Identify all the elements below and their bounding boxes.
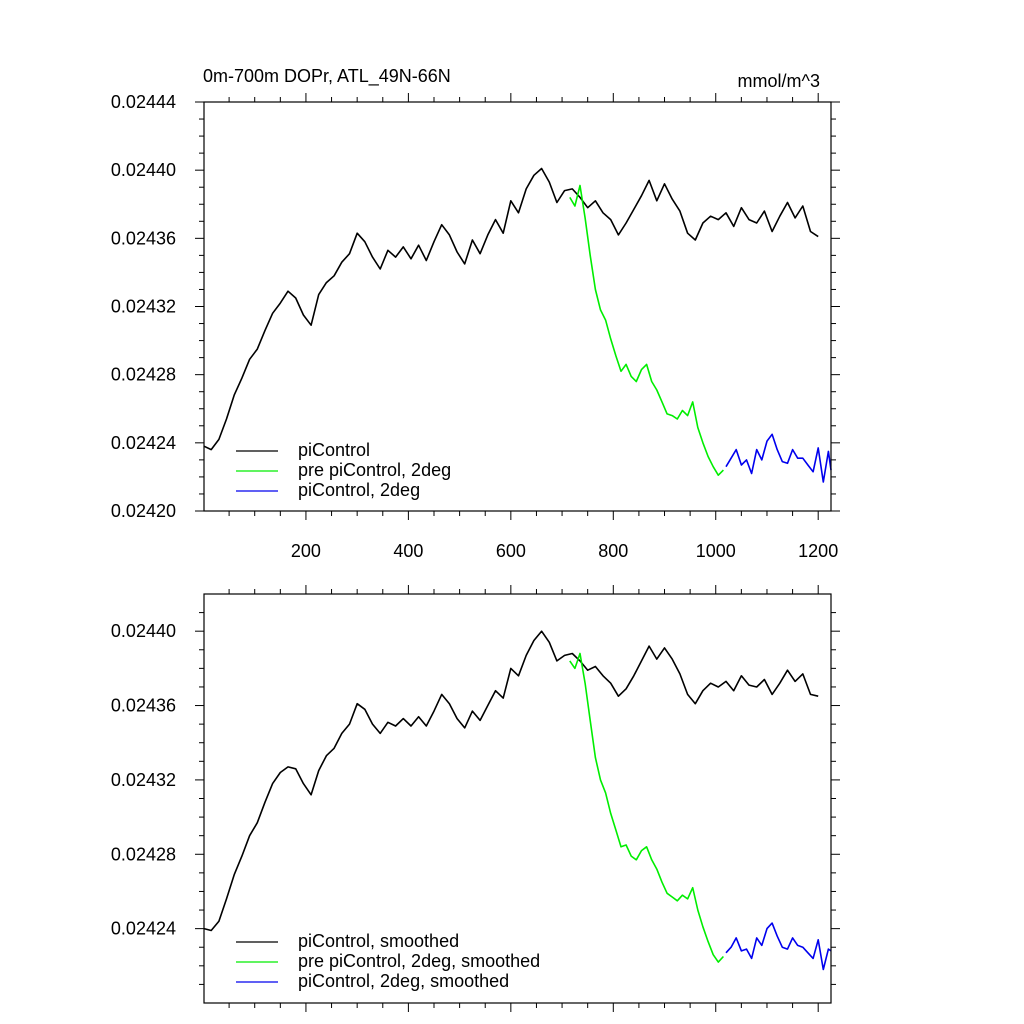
top-panel: 0m-700m DOPr, ATL_49N-66N mmol/m^3 200 40…	[111, 66, 840, 561]
y-tick-label: 0.02428	[111, 365, 176, 385]
bottom-panel: 0.02424 0.02428 0.02432 0.02436 0.02440 piCo…	[111, 585, 840, 1012]
series-line-pre-picontrol-2deg	[569, 184, 724, 477]
series-line-picontrol-2deg-smoothed	[725, 922, 832, 971]
series-line-picontrol-smoothed	[203, 630, 819, 932]
y-tick-label: 0.02424	[111, 433, 176, 453]
y-tick-label: 0.02444	[111, 92, 176, 112]
legend-label-picontrol-2deg: piControl, 2deg	[298, 480, 420, 500]
series-line-picontrol-2deg	[725, 433, 832, 483]
legend-label-picontrol-2deg-smoothed: piControl, 2deg, smoothed	[298, 971, 509, 991]
y-tick-label: 0.02432	[111, 770, 176, 790]
bottom-panel-legend: piControl, smoothed pre piControl, 2deg,…	[236, 931, 540, 991]
series-line-pre-picontrol-2deg-smoothed	[569, 652, 724, 963]
y-tick-label: 0.02420	[111, 501, 176, 521]
y-tick-label: 0.02428	[111, 844, 176, 864]
y-tick-label: 0.02436	[111, 696, 176, 716]
x-tick-label: 400	[393, 541, 423, 561]
top-panel-series	[203, 167, 832, 483]
y-tick-label: 0.02424	[111, 919, 176, 939]
x-tick-label: 1000	[696, 541, 736, 561]
x-tick-label: 800	[598, 541, 628, 561]
top-panel-legend: piControl pre piControl, 2deg piControl,…	[236, 440, 451, 500]
legend-label-pre-picontrol-2deg-smoothed: pre piControl, 2deg, smoothed	[298, 951, 540, 971]
series-line-picontrol	[203, 167, 819, 451]
x-tick-label: 1200	[798, 541, 838, 561]
y-tick-label: 0.02432	[111, 297, 176, 317]
legend-label-picontrol-smoothed: piControl, smoothed	[298, 931, 459, 951]
top-panel-units: mmol/m^3	[738, 71, 820, 91]
bottom-panel-frame	[203, 593, 832, 1004]
top-panel-ticks: 200 400 600 800 1000 1200 0.02420 0.02424 0.0242…	[111, 92, 840, 561]
y-tick-label: 0.02440	[111, 621, 176, 641]
top-panel-title: 0m-700m DOPr, ATL_49N-66N	[203, 66, 451, 87]
legend-label-pre-picontrol-2deg: pre piControl, 2deg	[298, 460, 451, 480]
top-panel-frame	[203, 101, 832, 512]
x-tick-label: 600	[496, 541, 526, 561]
bottom-panel-series	[203, 630, 832, 971]
y-tick-label: 0.02440	[111, 160, 176, 180]
y-tick-label: 0.02436	[111, 228, 176, 248]
bottom-panel-ticks: 0.02424 0.02428 0.02432 0.02436 0.02440	[111, 585, 840, 1012]
x-tick-label: 200	[291, 541, 321, 561]
legend-label-picontrol: piControl	[298, 440, 370, 460]
